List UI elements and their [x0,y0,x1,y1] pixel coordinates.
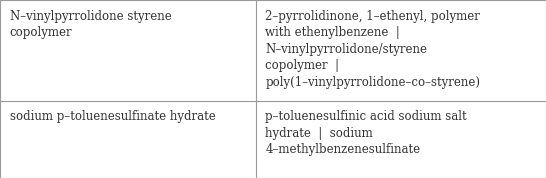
Text: N–vinylpyrrolidone styrene
copolymer: N–vinylpyrrolidone styrene copolymer [10,10,171,39]
Text: p–toluenesulfinic acid sodium salt
hydrate  |  sodium
4–methylbenzenesulfinate: p–toluenesulfinic acid sodium salt hydra… [265,110,467,156]
Text: sodium p–toluenesulfinate hydrate: sodium p–toluenesulfinate hydrate [10,110,216,123]
Text: 2–pyrrolidinone, 1–ethenyl, polymer
with ethenylbenzene  |
N–vinylpyrrolidone/st: 2–pyrrolidinone, 1–ethenyl, polymer with… [265,10,480,89]
